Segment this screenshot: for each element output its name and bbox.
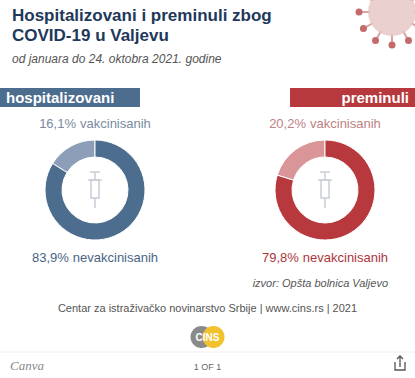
decoration	[356, 0, 415, 49]
data-label-category: nevakcinisanih	[73, 250, 158, 265]
syringe-handle	[320, 171, 330, 173]
syringe-icon	[88, 172, 102, 208]
brand: Canva	[10, 358, 44, 373]
chart-title: hospitalizovani	[6, 89, 114, 106]
share-icon	[395, 356, 405, 370]
logo-text: CINS	[196, 332, 220, 343]
data-label: 79,8% nevakcinisanih	[262, 250, 388, 265]
syringe-plunger	[324, 172, 326, 180]
data-label-category: nevakcinisanih	[303, 250, 388, 265]
bottom-divider	[0, 352, 415, 353]
data-label-value: 16,1%	[39, 116, 76, 131]
data-label-value: 79,8%	[262, 250, 299, 265]
slice	[275, 140, 375, 240]
decoration-dot	[389, 42, 396, 49]
syringe-plunger	[94, 172, 96, 180]
syringe-flange	[318, 179, 332, 181]
source: izvor: Opšta bolnica Valjevo	[253, 277, 388, 289]
footer: Centar za istraživačko novinarstvo Srbij…	[58, 302, 357, 314]
data-label: 16,1% vakcinisanih	[39, 116, 151, 131]
heading-band	[290, 88, 415, 107]
slice	[45, 140, 145, 240]
data-label-value: 83,9%	[32, 250, 69, 265]
decoration-dot	[356, 9, 363, 16]
data-label: 20,2% vakcinisanih	[269, 116, 381, 131]
page-indicator: 1 OF 1	[194, 362, 222, 372]
title: Hospitalizovani i preminuli zbog COVID-1…	[12, 6, 312, 46]
syringe-icon	[318, 172, 332, 208]
syringe-handle	[90, 171, 100, 173]
decoration-dot	[360, 25, 367, 32]
decoration-dot	[405, 37, 412, 44]
decoration-body	[368, 0, 415, 36]
donut	[275, 140, 375, 240]
syringe-needle	[324, 198, 326, 208]
decoration-dot	[372, 37, 379, 44]
syringe-flange	[88, 179, 102, 181]
donut	[45, 140, 145, 240]
syringe-barrel	[321, 180, 329, 198]
heading-band	[0, 88, 140, 107]
data-label-category: vakcinisanih	[80, 116, 151, 131]
logo: CINS	[191, 326, 225, 348]
syringe-barrel	[91, 180, 99, 198]
data-label-value: 20,2%	[269, 116, 306, 131]
chart-title: preminuli	[341, 89, 409, 106]
subtitle: od januara do 24. oktobra 2021. godine	[12, 52, 332, 66]
slice	[277, 140, 325, 180]
data-label: 83,9% nevakcinisanih	[32, 250, 158, 265]
data-label-category: vakcinisanih	[310, 116, 381, 131]
share-arrow	[397, 356, 403, 367]
syringe-needle	[94, 198, 96, 208]
